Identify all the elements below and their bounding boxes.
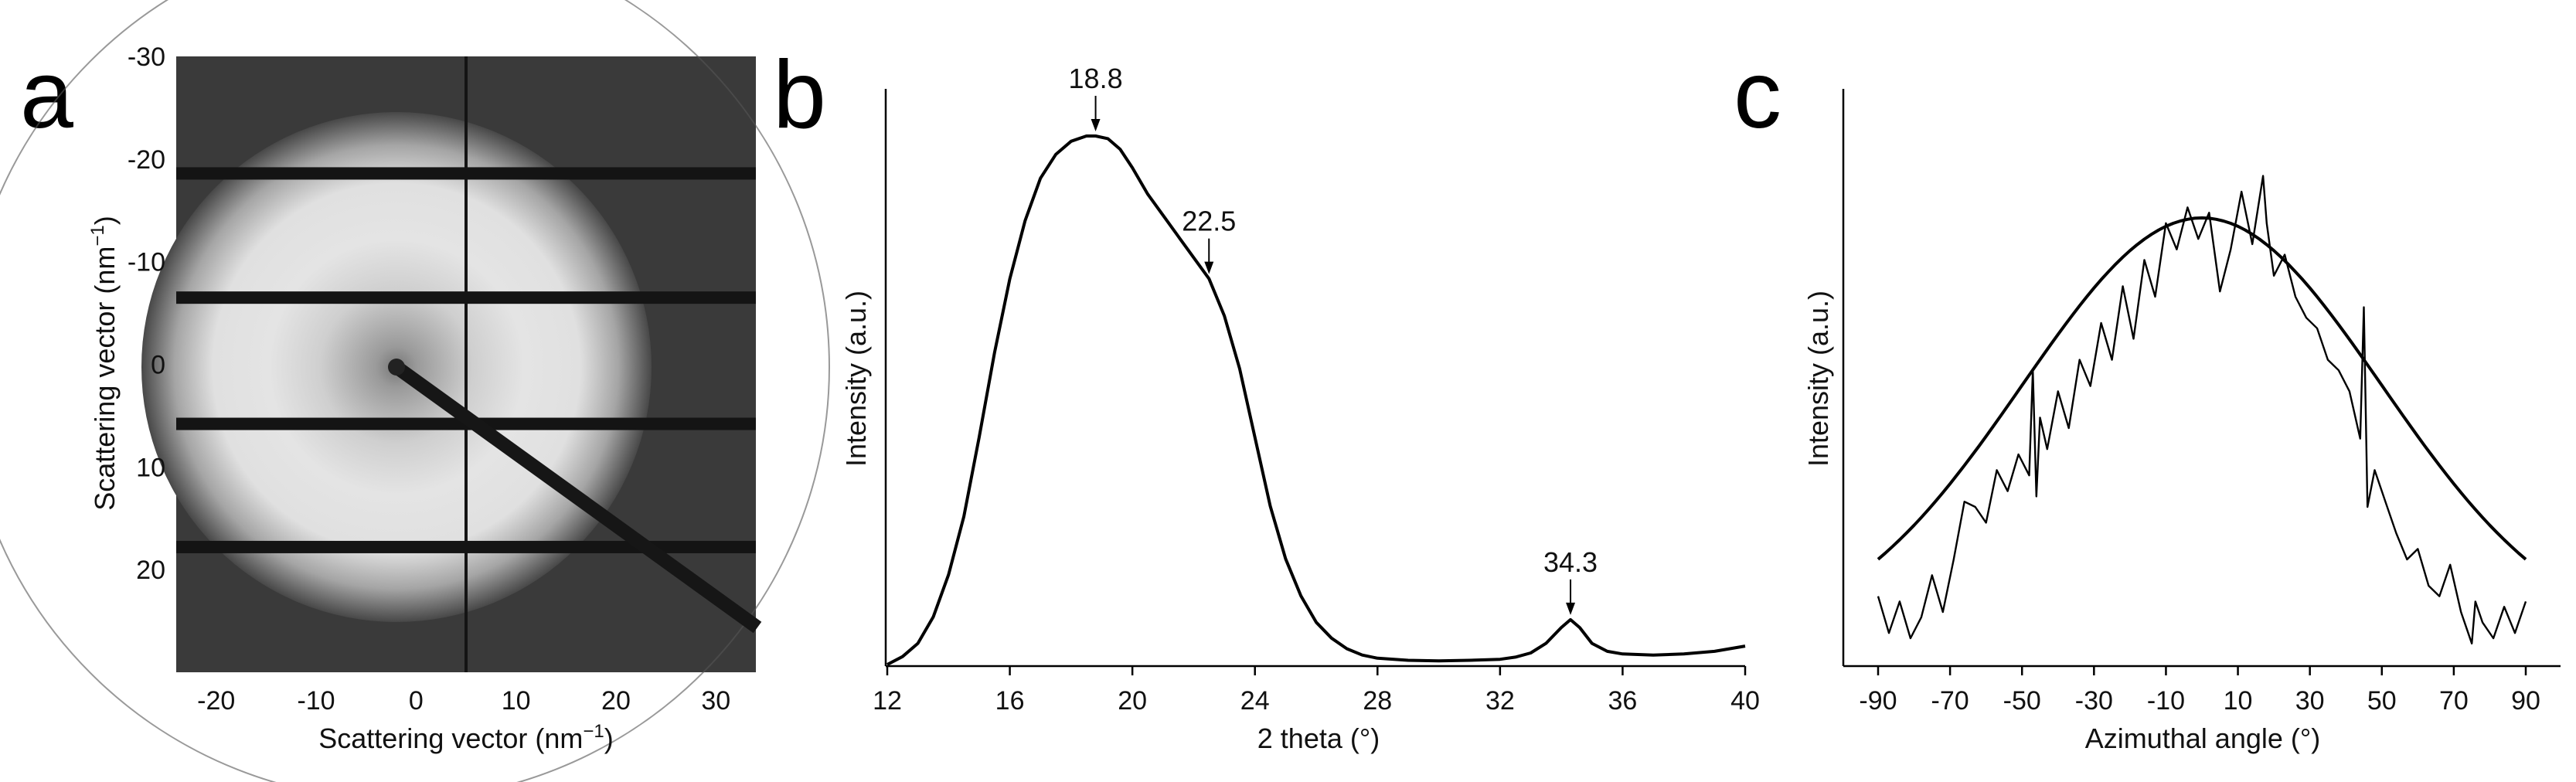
peak-annotation-label: 34.3	[1543, 546, 1598, 578]
panel-b-x-tick-label: 36	[1608, 686, 1638, 716]
panel-a-x-axis-label: Scattering vector (nm−1)	[318, 721, 614, 754]
panel-a-x-ticks: -20 -10 0 10 20 30	[197, 686, 730, 716]
azimuthal-gaussian-fit-line	[1877, 216, 2527, 561]
panel-a-x-tick-label: -10	[297, 686, 335, 716]
panel-c-x-tick-label: -70	[1931, 686, 1969, 716]
panel-c-x-tick-label: -10	[2147, 686, 2185, 716]
panel-a-y-axis-label: Scattering vector (nm−1)	[87, 216, 121, 511]
panel-c-y-axis-label: Intensity (a.u.)	[1802, 291, 1834, 467]
panel-a-diffraction-image: -20 -10 0 10 20 30 -30 -20 -10 0 10 20 Scattering …	[0, 0, 830, 782]
panel-b-x-ticks: 12 16 20 24 28 32 36 40	[873, 666, 1760, 716]
panel-b-xrd-chart: 12 16 20 24 28 32 36 40 18.8 22.5 34.3 2 theta (°…	[840, 63, 1760, 754]
panel-a-y-tick-label: 10	[136, 453, 165, 482]
panel-c-x-tick-label: 10	[2224, 686, 2253, 716]
panel-b-x-tick-label: 16	[995, 686, 1025, 716]
panel-b-x-tick-label: 32	[1485, 686, 1515, 716]
xrd-pattern-line	[886, 134, 1746, 666]
panel-b-x-tick-label: 24	[1240, 686, 1270, 716]
panel-c-x-tick-label: 70	[2439, 686, 2469, 716]
panel-b-x-tick-label: 28	[1363, 686, 1392, 716]
peak-annotation-label: 22.5	[1182, 206, 1236, 237]
panel-b-x-tick-label: 40	[1730, 686, 1760, 716]
peak-arrow-head	[1091, 119, 1101, 131]
panel-c-x-ticks: -90 -70 -50 -30 -10 10 30 50 70 90	[1859, 666, 2540, 716]
panel-c-x-tick-label: -90	[1859, 686, 1897, 716]
panel-a-y-tick-label: 20	[136, 556, 165, 585]
panel-label-a: a	[20, 42, 73, 148]
panel-c-x-tick-label: -30	[2075, 686, 2113, 716]
panel-c-x-tick-label: 50	[2367, 686, 2397, 716]
panel-a-y-tick-label: -20	[128, 145, 165, 175]
panel-c-x-tick-label: -50	[2003, 686, 2041, 716]
beamstop-arm	[392, 361, 762, 634]
panel-a-y-tick-label: 0	[151, 351, 165, 380]
peak-annotation-label: 18.8	[1069, 63, 1123, 94]
panel-c-x-tick-label: 30	[2295, 686, 2325, 716]
beamstop	[388, 359, 405, 376]
azimuthal-measured-line	[1877, 175, 2527, 644]
panel-b-y-axis-label: Intensity (a.u.)	[840, 291, 872, 467]
outer-faint-ring	[0, 0, 830, 782]
panel-a-x-tick-label: -20	[197, 686, 235, 716]
peak-arrow-head	[1204, 261, 1214, 274]
panel-a-y-tick-label: -10	[128, 248, 165, 277]
panel-b-x-tick-label: 20	[1118, 686, 1147, 716]
panel-c-x-tick-label: 90	[2511, 686, 2540, 716]
panel-label-b: b	[773, 42, 826, 148]
panel-label-c: c	[1734, 42, 1781, 148]
panel-c-x-axis-label: Azimuthal angle (°)	[2085, 722, 2321, 754]
panel-b-peak-annotations: 18.8 22.5 34.3	[1069, 63, 1598, 615]
panel-a-x-tick-label: 30	[701, 686, 730, 716]
panel-a-x-tick-label: 10	[502, 686, 531, 716]
panel-a-x-tick-label: 20	[601, 686, 631, 716]
panel-a-x-tick-label: 0	[409, 686, 424, 716]
panel-a-y-ticks: -30 -20 -10 0 10 20	[128, 42, 165, 585]
panel-b-x-tick-label: 12	[873, 686, 902, 716]
panel-c-azimuthal-chart: -90 -70 -50 -30 -10 10 30 50 70 90 Azimuthal angl…	[1802, 89, 2561, 754]
peak-arrow-head	[1566, 602, 1576, 615]
panel-a-y-tick-label: -30	[128, 42, 165, 72]
panel-b-x-axis-label: 2 theta (°)	[1257, 722, 1380, 754]
